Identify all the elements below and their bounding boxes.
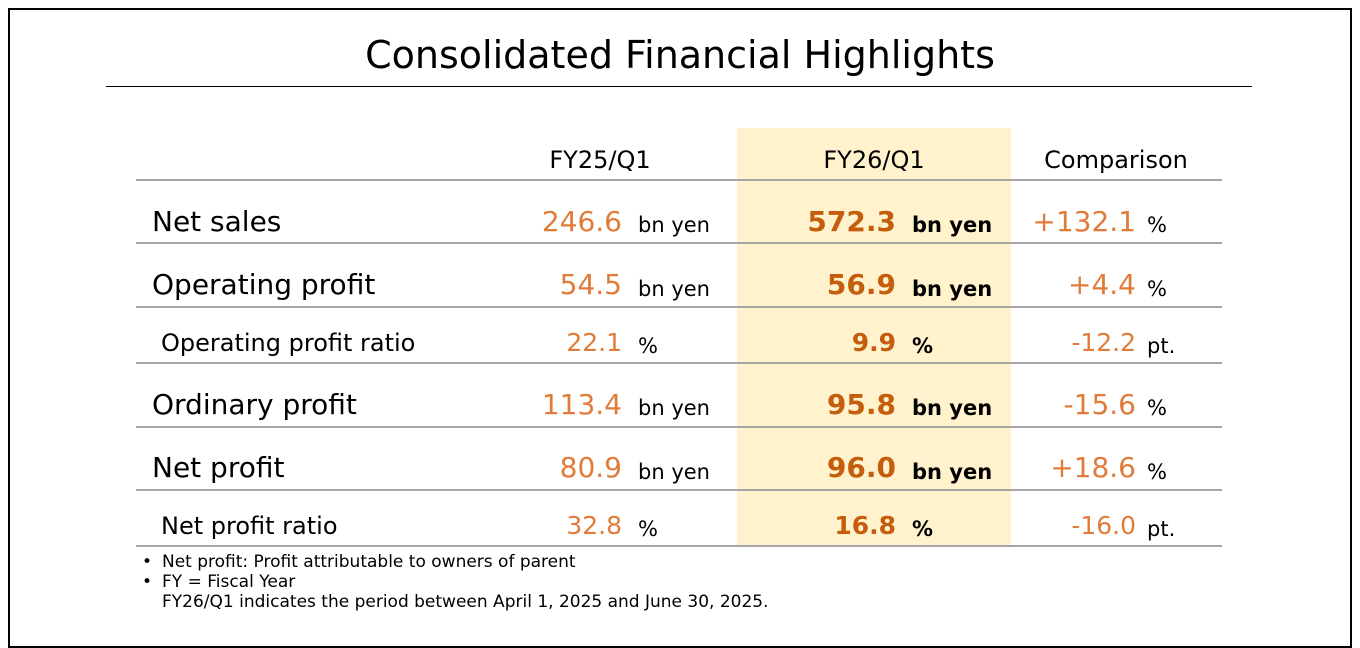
column-header-fy26-q1: FY26/Q1 <box>823 146 925 174</box>
highlight-column-background <box>737 128 1011 546</box>
row-label: Operating profit ratio <box>161 329 416 357</box>
comparison-unit: pt. <box>1147 334 1176 358</box>
comparison-unit: % <box>1147 396 1167 420</box>
row-label: Net profit <box>152 451 285 484</box>
fy26-unit: bn yen <box>912 277 993 301</box>
row-label: Ordinary profit <box>152 388 357 421</box>
row-label: Net profit ratio <box>161 512 338 540</box>
fy25-unit: bn yen <box>638 213 710 237</box>
fy26-value: 56.9 <box>826 268 896 301</box>
row-divider <box>136 362 1222 364</box>
bullet-icon: • <box>142 572 153 592</box>
comparison-value: -12.2 <box>1071 328 1136 357</box>
footnote-item: FY26/Q1 indicates the period between Apr… <box>142 592 769 612</box>
comparison-unit: % <box>1147 213 1167 237</box>
comparison-unit: pt. <box>1147 517 1176 541</box>
fy26-unit: bn yen <box>912 396 993 420</box>
fy26-value: 572.3 <box>807 205 896 238</box>
fy26-value: 95.8 <box>826 388 896 421</box>
fy25-value: 22.1 <box>566 328 622 357</box>
fy26-unit: bn yen <box>912 213 993 237</box>
fy25-unit: % <box>638 334 658 358</box>
comparison-value: -15.6 <box>1063 388 1136 421</box>
fy26-unit: % <box>912 334 934 358</box>
footnote-item: • Net profit: Profit attributable to own… <box>142 552 769 572</box>
title-underline <box>106 86 1252 87</box>
fy26-value: 16.8 <box>834 511 896 540</box>
fy25-value: 246.6 <box>541 205 622 238</box>
footnote-text: FY = Fiscal Year <box>162 572 296 592</box>
footnote-text: Net profit: Profit attributable to owner… <box>162 552 576 572</box>
column-header-comparison: Comparison <box>1044 146 1188 174</box>
fy25-unit: bn yen <box>638 277 710 301</box>
comparison-value: +4.4 <box>1068 268 1136 301</box>
fy26-unit: % <box>912 517 934 541</box>
row-divider <box>136 242 1222 244</box>
fy25-value: 113.4 <box>541 388 622 421</box>
fy25-unit: bn yen <box>638 396 710 420</box>
footnote-item: • FY = Fiscal Year <box>142 572 769 592</box>
row-divider <box>136 489 1222 491</box>
fy26-unit: bn yen <box>912 460 993 484</box>
comparison-unit: % <box>1147 460 1167 484</box>
bullet-icon: • <box>142 552 153 572</box>
page-title: Consolidated Financial Highlights <box>365 33 995 77</box>
comparison-value: +18.6 <box>1050 451 1136 484</box>
fy25-value: 80.9 <box>559 451 622 484</box>
fy26-value: 9.9 <box>851 328 896 357</box>
comparison-unit: % <box>1147 277 1167 301</box>
fy25-value: 54.5 <box>559 268 622 301</box>
comparison-value: +132.1 <box>1032 205 1136 238</box>
column-header-fy25-q1: FY25/Q1 <box>549 146 651 174</box>
fy25-unit: % <box>638 517 658 541</box>
row-label: Operating profit <box>152 268 376 301</box>
row-divider <box>136 306 1222 308</box>
row-divider <box>136 426 1222 428</box>
fy25-unit: bn yen <box>638 460 710 484</box>
header-divider <box>136 179 1222 181</box>
footnotes: • Net profit: Profit attributable to own… <box>142 552 769 612</box>
row-label: Net sales <box>152 205 282 238</box>
fy25-value: 32.8 <box>566 511 622 540</box>
table-bottom-rule <box>136 545 1222 547</box>
comparison-value: -16.0 <box>1071 511 1136 540</box>
fy26-value: 96.0 <box>826 451 896 484</box>
footnote-text: FY26/Q1 indicates the period between Apr… <box>162 592 769 612</box>
